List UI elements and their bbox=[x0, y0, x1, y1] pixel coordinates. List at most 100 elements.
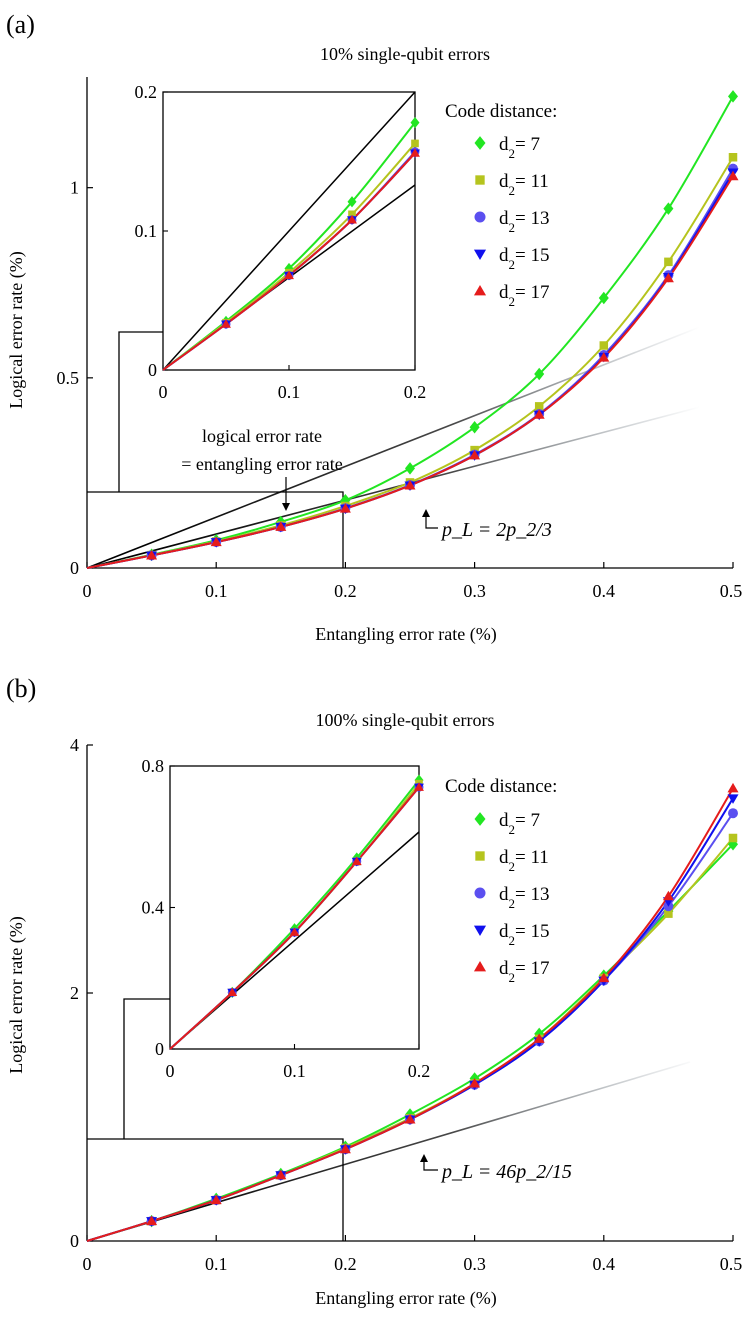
panel-a-xtick-label: 0.2 bbox=[334, 581, 357, 601]
panel-a-inset-point-d11 bbox=[411, 139, 419, 148]
panel-b-fit-arrowhead bbox=[420, 1154, 428, 1162]
panel-b-fit-line bbox=[86, 1061, 691, 1242]
panel-b-point-d17 bbox=[727, 782, 739, 793]
panel-b-xtick-label: 0.4 bbox=[593, 1254, 616, 1274]
panel-b-zoom-connector bbox=[123, 998, 170, 1139]
panel-a-xtick-label: 0.5 bbox=[720, 581, 743, 601]
panel-a-inset-point-d11 bbox=[348, 210, 356, 219]
panel-b-label: (b) bbox=[6, 674, 36, 703]
panel-b-zoom-box bbox=[87, 1138, 344, 1241]
panel-b-inset-point-d17 bbox=[351, 856, 362, 866]
panel-a-point-d11 bbox=[664, 257, 673, 267]
panel-b-inset-ytick-label: 0 bbox=[155, 1039, 164, 1059]
panel-a-legend-marker-d13 bbox=[474, 211, 486, 223]
panel-a-zoom-connector bbox=[118, 331, 163, 492]
panel-b-inset-ytick-label: 0.4 bbox=[142, 898, 165, 918]
panel-a-inset-ytick-label: 0.2 bbox=[135, 82, 158, 102]
panel-b-fit-label: p_L = 46p_2/15 bbox=[440, 1161, 572, 1183]
panel-a-equal-label-2: = entangling error rate bbox=[181, 454, 343, 474]
panel-b-xtick-label: 0.5 bbox=[720, 1254, 743, 1274]
panel-a-legend-marker-d17 bbox=[473, 284, 487, 296]
panel-a-inset-point-d7 bbox=[347, 196, 357, 208]
panel-b-legend-label-d17: d2= 17 bbox=[499, 958, 549, 985]
panel-a: (a) 10% single-qubit errors Logical erro… bbox=[6, 10, 742, 645]
panel-a-fit-line bbox=[86, 406, 701, 569]
panel-b-xlabel: Entangling error rate (%) bbox=[315, 1288, 496, 1309]
panel-b-point-d11 bbox=[664, 909, 673, 918]
panel-b-point-d13 bbox=[728, 808, 738, 819]
panel-a-label: (a) bbox=[6, 10, 35, 39]
panel-a-legend-marker-d7 bbox=[474, 136, 486, 150]
panel-a-point-d7 bbox=[534, 367, 545, 381]
panel-a-equal-arrowhead bbox=[282, 503, 290, 511]
panel-a-legend-label-d13: d2= 13 bbox=[499, 208, 549, 235]
panel-a-point-d11 bbox=[599, 341, 609, 350]
panel-a-zoom-box bbox=[87, 491, 344, 568]
panel-a-point-d17 bbox=[598, 352, 610, 362]
panel-a-fit-arrowhead bbox=[422, 509, 430, 517]
panel-a-point-d17 bbox=[533, 409, 545, 419]
panel-b-point-d17 bbox=[533, 1033, 545, 1043]
panel-b-inset-point-d17 bbox=[227, 987, 238, 996]
panel-a-inset-point-d7 bbox=[410, 116, 420, 129]
panel-a-inset-point-d17 bbox=[347, 214, 357, 224]
panel-b-inset-xtick-label: 0.1 bbox=[283, 1061, 306, 1081]
panel-b-fit-arrow bbox=[423, 1160, 438, 1171]
panel-b-curve-d17 bbox=[86, 787, 734, 1242]
panel-a-legend: Code distance: d2= 7 d2= 11 d2= 13 d2= 15 d2… bbox=[445, 101, 557, 309]
panel-a-fit-arrow bbox=[425, 514, 438, 529]
panel-b-point-d17 bbox=[404, 1113, 416, 1124]
panel-b-legend-label-d15: d2= 15 bbox=[499, 921, 549, 948]
panel-b-point-d17 bbox=[662, 890, 674, 901]
panel-a-legend-label-d11: d2= 11 bbox=[499, 171, 549, 198]
panel-b-point-d17 bbox=[339, 1143, 351, 1154]
panel-b-legend: Code distance: d2= 7 d2= 11 d2= 13 d2= 15 d2… bbox=[445, 776, 557, 985]
panel-a-point-d11 bbox=[728, 153, 738, 162]
panel-a-inset-xtick-label: 0 bbox=[159, 382, 168, 402]
panel-a-point-d17 bbox=[210, 536, 222, 547]
panel-b-point-d11 bbox=[728, 833, 738, 843]
panel-b-title: 100% single-qubit errors bbox=[316, 710, 495, 730]
panel-b-point-d17 bbox=[146, 1215, 158, 1226]
panel-b-inset-point-d17 bbox=[414, 782, 424, 791]
panel-a-fit-label: p_L = 2p_2/3 bbox=[440, 519, 552, 541]
panel-b-xtick-label: 0.2 bbox=[334, 1254, 357, 1274]
panel-b-legend-label-d11: d2= 11 bbox=[499, 847, 549, 874]
panel-a-point-d7 bbox=[663, 202, 674, 215]
panel-b-legend-marker-d17 bbox=[473, 960, 487, 972]
panel-b-ylabel: Logical error rate (%) bbox=[6, 916, 27, 1073]
panel-b-point-d15 bbox=[727, 794, 739, 804]
panel-a-point-d17 bbox=[404, 479, 416, 490]
panel-b-ytick-label: 0 bbox=[70, 1231, 79, 1251]
panel-a-point-d7 bbox=[598, 291, 609, 305]
panel-b-legend-marker-d13 bbox=[474, 887, 486, 899]
panel-a-inset-ytick-label: 0 bbox=[148, 360, 157, 380]
panel-a-point-d17 bbox=[469, 449, 481, 460]
panel-b-inset-ytick-label: 0.8 bbox=[142, 756, 165, 776]
panel-a-point-d7 bbox=[469, 421, 480, 434]
panel-a-point-d11 bbox=[534, 402, 544, 411]
panel-a-ytick-label: 0.5 bbox=[57, 368, 80, 388]
panel-b-legend-marker-d11 bbox=[475, 851, 485, 861]
panel-a-legend-label-d7: d2= 7 bbox=[499, 134, 540, 161]
panel-b-point-d17 bbox=[469, 1078, 481, 1088]
panel-a-xtick-label: 0.4 bbox=[593, 581, 616, 601]
panel-a-equal-label-1: logical error rate bbox=[202, 426, 322, 446]
panel-b-inset-point-d17 bbox=[289, 927, 300, 936]
panel-a-point-d7 bbox=[405, 462, 415, 475]
panel-b-point-d17 bbox=[275, 1169, 287, 1180]
panel-b-inset: 0 0.1 0.2 0 0.4 0.8 bbox=[142, 756, 431, 1081]
panel-b-ytick-label: 4 bbox=[70, 735, 79, 755]
panel-a-title: 10% single-qubit errors bbox=[320, 44, 490, 64]
panel-b-ytick-label: 2 bbox=[70, 983, 79, 1003]
panel-b-legend-marker-d15 bbox=[473, 925, 487, 937]
panel-a-equal-line bbox=[86, 326, 701, 569]
panel-a-xtick-label: 0.1 bbox=[205, 581, 228, 601]
panel-a-legend-label-d15: d2= 15 bbox=[499, 245, 549, 272]
panel-b-xtick-label: 0 bbox=[83, 1254, 92, 1274]
panel-a-xtick-label: 0 bbox=[83, 581, 92, 601]
panel-a-point-d17 bbox=[662, 272, 674, 283]
panel-a-point-d17 bbox=[275, 521, 287, 531]
panel-a-xlabel: Entangling error rate (%) bbox=[315, 624, 496, 645]
